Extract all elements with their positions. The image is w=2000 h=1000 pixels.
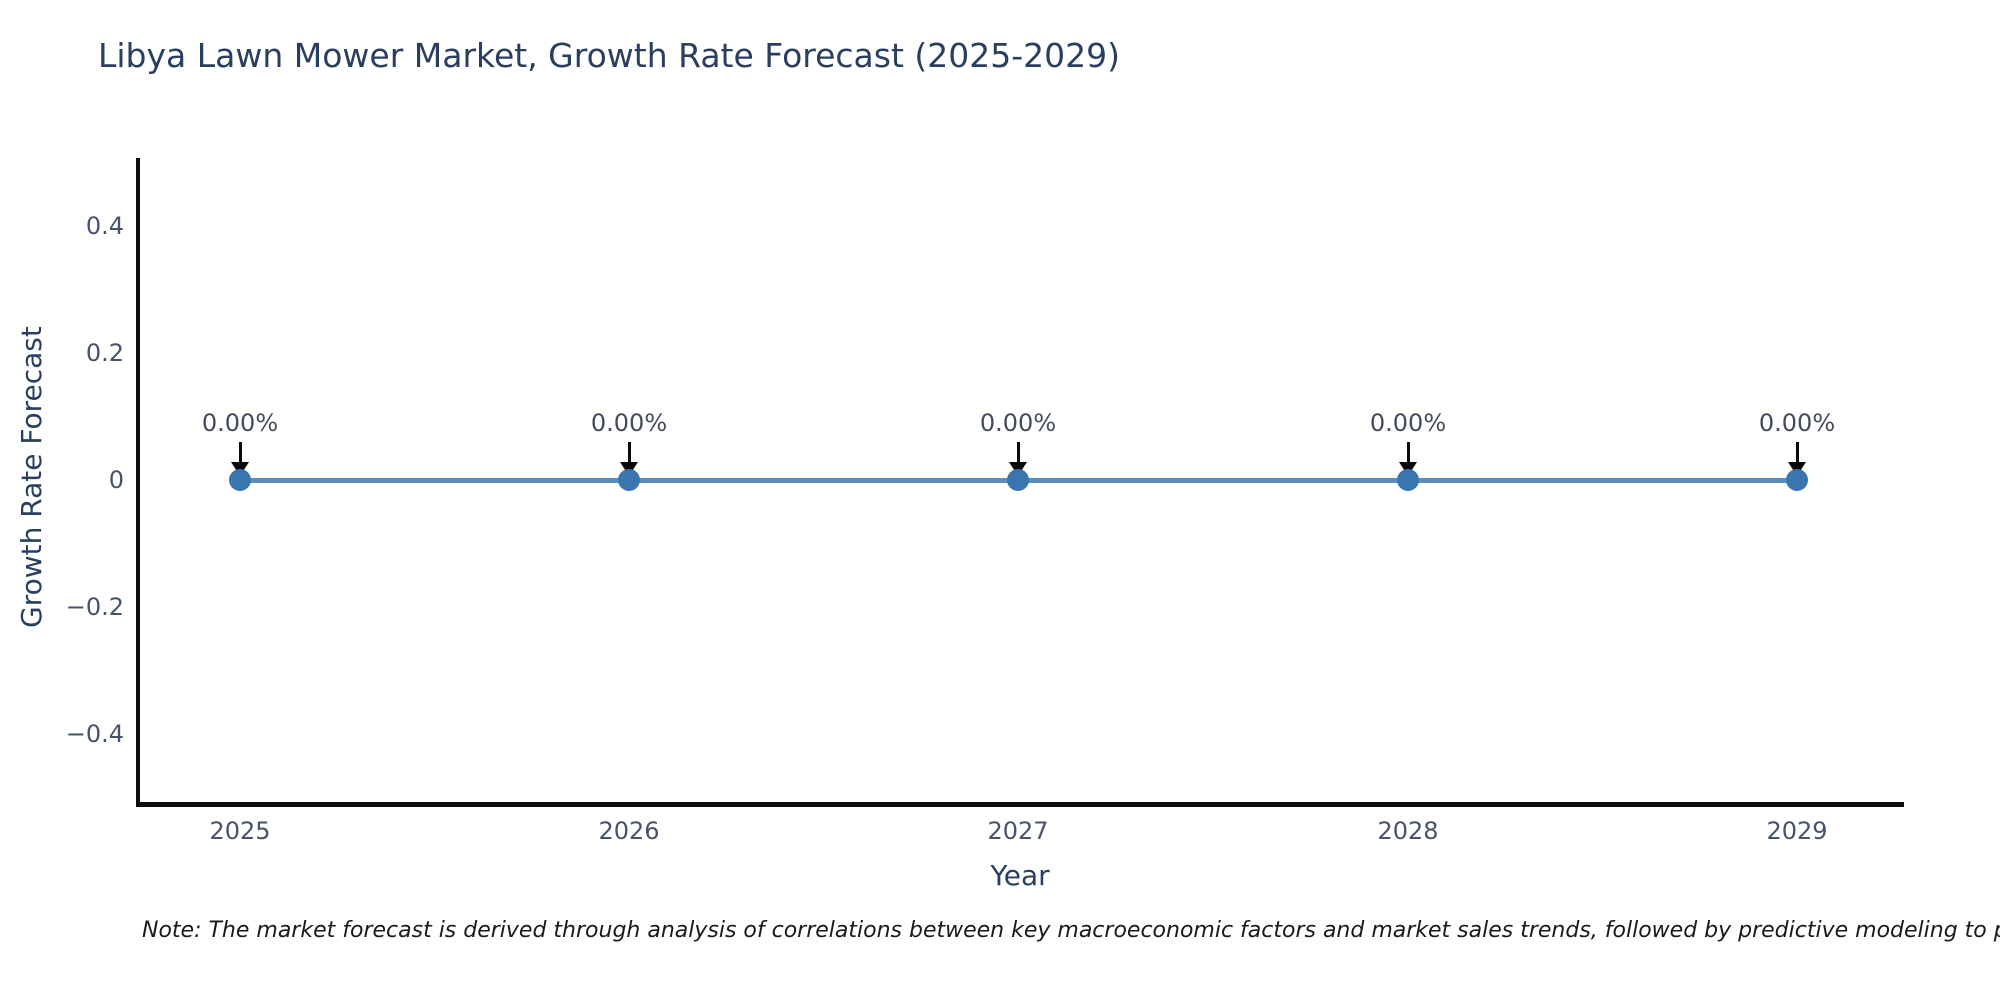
x-tick-label: 2025 <box>209 817 271 845</box>
x-tick-label: 2028 <box>1377 817 1439 845</box>
x-tick-label: 2029 <box>1766 817 1828 845</box>
point-annotation: 0.00% <box>1369 409 1447 437</box>
y-tick-label: −0.4 <box>65 720 124 748</box>
point-annotation: 0.00% <box>590 409 668 437</box>
point-annotation: 0.00% <box>979 409 1057 437</box>
y-tick-label: 0.2 <box>85 339 124 367</box>
y-tick-label: −0.2 <box>65 593 124 621</box>
annotation-arrow-shaft <box>238 442 242 464</box>
x-tick-label: 2026 <box>598 817 660 845</box>
annotation-arrow-shaft <box>627 442 631 464</box>
x-axis-line <box>136 802 1904 807</box>
chart-footnote: Note: The market forecast is derived thr… <box>142 918 2000 943</box>
data-point-marker <box>1397 469 1419 491</box>
data-point-marker <box>1007 469 1029 491</box>
point-annotation: 0.00% <box>1758 409 1836 437</box>
data-point-marker <box>1786 469 1808 491</box>
y-axis-line <box>136 158 140 806</box>
data-point-marker <box>618 469 640 491</box>
annotation-arrow-shaft <box>1406 442 1410 464</box>
y-tick-label: 0.4 <box>85 212 124 240</box>
annotation-arrow-shaft <box>1016 442 1020 464</box>
y-tick-label: 0 <box>108 466 124 494</box>
x-axis-title: Year <box>990 859 1050 892</box>
chart-title: Libya Lawn Mower Market, Growth Rate For… <box>98 36 1121 75</box>
x-tick-label: 2027 <box>987 817 1049 845</box>
annotation-arrow-shaft <box>1795 442 1799 464</box>
y-axis-title: Growth Rate Forecast <box>15 326 48 628</box>
data-point-marker <box>229 469 251 491</box>
point-annotation: 0.00% <box>201 409 279 437</box>
